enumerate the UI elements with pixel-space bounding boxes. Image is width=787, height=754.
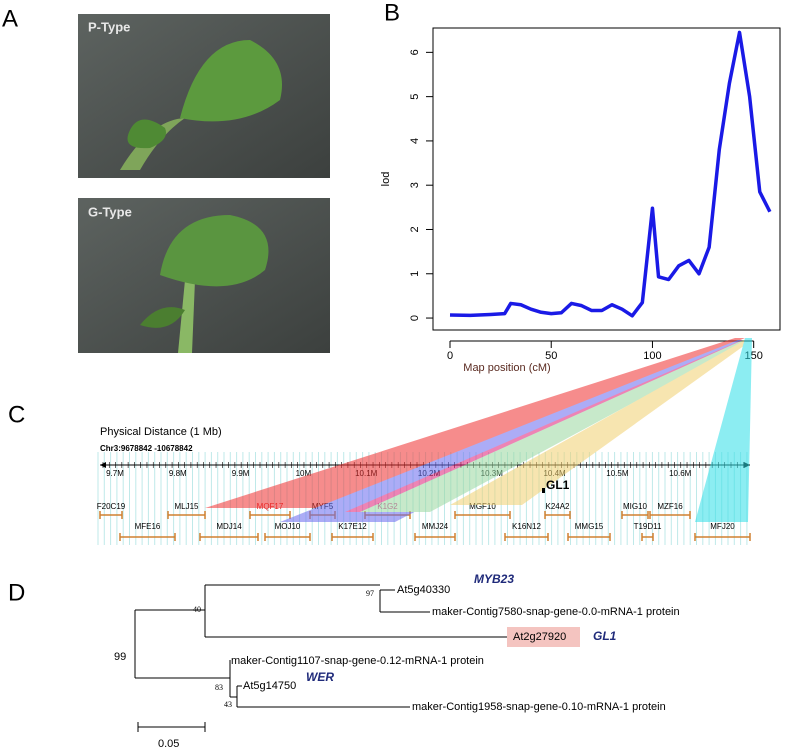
leaf-label: At5g14750 bbox=[243, 680, 296, 692]
clone-end bbox=[454, 511, 511, 519]
clone-label: MFJ20 bbox=[710, 522, 735, 531]
scale-label: 10.5M bbox=[606, 469, 629, 478]
bootstrap: 43 bbox=[224, 700, 232, 709]
clone-label: K17E12 bbox=[338, 522, 367, 531]
clone-end bbox=[99, 511, 123, 519]
scale-label: 0.05 bbox=[158, 738, 179, 750]
clone-end bbox=[249, 511, 291, 519]
clone-label: MFE16 bbox=[135, 522, 161, 531]
clone-end bbox=[504, 533, 549, 541]
leaf-label: maker-Contig1107-snap-gene-0.12-mRNA-1 p… bbox=[231, 655, 484, 667]
y-tick-label: 1 bbox=[409, 271, 421, 277]
clone-end bbox=[414, 533, 456, 541]
lod-line bbox=[449, 30, 772, 318]
tree-branches bbox=[134, 584, 507, 732]
panel-label: C bbox=[8, 401, 25, 428]
clone-label: K24A2 bbox=[545, 502, 570, 511]
y-tick-label: 3 bbox=[409, 182, 421, 188]
gene-name: WER bbox=[306, 670, 334, 684]
photo-label: G-Type bbox=[88, 204, 132, 219]
y-tick-label: 0 bbox=[409, 315, 421, 321]
clone-label: MZF16 bbox=[657, 502, 683, 511]
linkage-bands bbox=[205, 338, 752, 522]
gene-name: MYB23 bbox=[474, 572, 514, 586]
scale-label: 9.8M bbox=[169, 469, 187, 478]
highlight bbox=[507, 627, 580, 647]
scale-label: 10M bbox=[296, 469, 312, 478]
clone-end bbox=[264, 533, 311, 541]
photo: G-Type bbox=[78, 198, 330, 353]
clone-end bbox=[119, 533, 176, 541]
scale-label: 9.9M bbox=[232, 469, 250, 478]
y-tick-label: 6 bbox=[409, 49, 421, 55]
gene-label: GL1 bbox=[546, 478, 570, 492]
plot-frame bbox=[432, 27, 781, 331]
map-region: Chr3:9678842 -10678842 bbox=[100, 444, 193, 453]
scale-label: 10.6M bbox=[669, 469, 692, 478]
y-tick-label: 2 bbox=[409, 226, 421, 232]
photo: P-Type bbox=[78, 14, 330, 178]
x-tick-label: 0 bbox=[447, 350, 453, 362]
clone-label: MDJ14 bbox=[216, 522, 242, 531]
clone-end bbox=[199, 533, 259, 541]
clone-end bbox=[621, 511, 649, 519]
bootstrap: 97 bbox=[366, 589, 374, 598]
clone-label: MGF10 bbox=[469, 502, 496, 511]
map-title: Physical Distance (1 Mb) bbox=[100, 426, 222, 438]
clone-label: K16N12 bbox=[512, 522, 541, 531]
panel-label: D bbox=[8, 579, 25, 606]
panel-label: A bbox=[2, 5, 18, 32]
leaf-label: At2g27920 bbox=[513, 631, 566, 643]
clone-label: MMG15 bbox=[575, 522, 604, 531]
x-axis-label: Map position (cM) bbox=[463, 362, 550, 374]
clone-label: F20C19 bbox=[97, 502, 126, 511]
y-axis-label: lod bbox=[380, 172, 392, 187]
photo-label: P-Type bbox=[88, 19, 130, 34]
leaf-label: At5g40330 bbox=[397, 584, 450, 596]
clone-end bbox=[649, 511, 691, 519]
x-tick-label: 50 bbox=[545, 350, 557, 362]
clone-label: MOJ10 bbox=[275, 522, 301, 531]
clone-end bbox=[694, 533, 751, 541]
clone-label: MMJ24 bbox=[422, 522, 449, 531]
clone-end bbox=[544, 511, 571, 519]
clone-label: T19D11 bbox=[634, 522, 662, 531]
clone-end bbox=[167, 511, 206, 519]
leaf-label: maker-Contig1958-snap-gene-0.10-mRNA-1 p… bbox=[412, 701, 666, 713]
panel-label: B bbox=[384, 0, 400, 26]
y-tick-label: 5 bbox=[409, 94, 421, 100]
leaf-label: maker-Contig7580-snap-gene-0.0-mRNA-1 pr… bbox=[432, 606, 680, 618]
clone-end bbox=[567, 533, 611, 541]
scale-label: 9.7M bbox=[106, 469, 124, 478]
bootstrap: 99 bbox=[114, 651, 126, 663]
gene-marker bbox=[542, 488, 545, 493]
clone-label: MIG10 bbox=[623, 502, 648, 511]
gene-name: GL1 bbox=[593, 629, 617, 643]
clone-end bbox=[331, 533, 374, 541]
bootstrap: 40 bbox=[193, 605, 201, 614]
clone-end bbox=[641, 533, 654, 541]
clone-label: MLJ15 bbox=[174, 502, 199, 511]
x-tick-label: 100 bbox=[643, 350, 661, 362]
y-tick-label: 4 bbox=[409, 138, 421, 144]
bootstrap: 83 bbox=[215, 683, 223, 692]
